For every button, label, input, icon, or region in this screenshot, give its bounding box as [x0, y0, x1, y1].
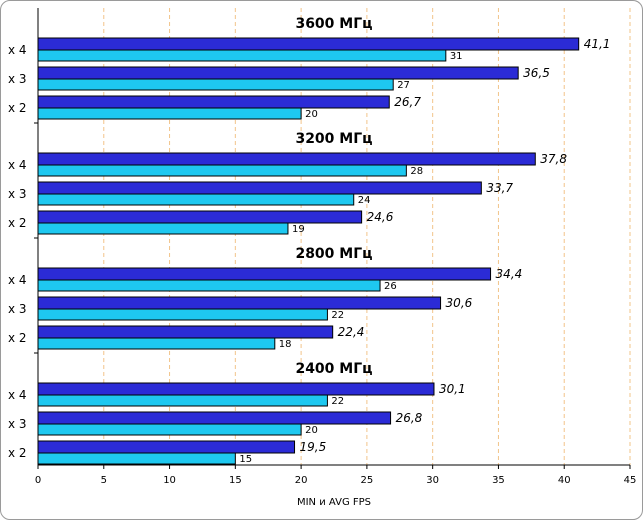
- min-bar: [37, 164, 407, 177]
- category-label: x 3: [8, 72, 27, 86]
- min-bar: [37, 222, 289, 235]
- avg-bar: [37, 382, 435, 396]
- group-title: 2800 МГц: [295, 246, 372, 262]
- avg-value-label: 36,5: [523, 66, 550, 80]
- avg-value-label: 34,4: [496, 267, 523, 281]
- min-value-label: 27: [397, 80, 410, 91]
- min-value-label: 24: [358, 195, 371, 206]
- avg-bar: [37, 95, 390, 109]
- avg-bar: [37, 152, 536, 166]
- avg-value-label: 24,6: [367, 210, 394, 224]
- category-label: x 2: [8, 216, 27, 230]
- category-label: x 3: [8, 187, 27, 201]
- category-label: x 2: [8, 101, 27, 115]
- min-value-label: 18: [279, 339, 292, 350]
- avg-value-label: 19,5: [300, 440, 327, 454]
- x-tick-label: 0: [35, 475, 41, 486]
- x-tick-label: 15: [229, 475, 242, 486]
- x-axis-label: MIN и AVG FPS: [297, 497, 371, 508]
- x-tick-label: 5: [101, 475, 107, 486]
- avg-value-label: 30,1: [439, 382, 466, 396]
- min-value-label: 31: [450, 51, 463, 62]
- avg-bar: [37, 210, 363, 224]
- min-bar: [37, 279, 381, 292]
- group-title: 3600 МГц: [295, 16, 372, 32]
- category-label: x 3: [8, 302, 27, 316]
- x-tick-label: 20: [295, 475, 308, 486]
- category-label: x 4: [8, 388, 27, 402]
- x-tick-label: 30: [426, 475, 439, 486]
- avg-value-label: 22,4: [338, 325, 365, 339]
- min-bar: [37, 308, 328, 321]
- avg-value-label: 26,7: [394, 95, 421, 109]
- min-value-label: 22: [331, 310, 344, 321]
- min-bar: [37, 337, 276, 350]
- x-tick-label: 35: [492, 475, 505, 486]
- avg-bar: [37, 181, 482, 195]
- x-tick-label: 25: [361, 475, 374, 486]
- category-label: x 4: [8, 43, 27, 57]
- min-value-label: 26: [384, 281, 397, 292]
- min-value-label: 28: [410, 166, 423, 177]
- avg-value-label: 33,7: [486, 181, 513, 195]
- avg-bar: [37, 66, 519, 80]
- group-title: 2400 МГц: [295, 361, 372, 377]
- min-bar: [37, 107, 302, 120]
- x-tick-label: 45: [624, 475, 637, 486]
- avg-bar: [37, 267, 492, 281]
- category-label: x 4: [8, 273, 27, 287]
- min-bar: [37, 78, 394, 91]
- min-bar: [37, 452, 236, 465]
- x-tick-label: 40: [558, 475, 571, 486]
- avg-value-label: 37,8: [540, 152, 567, 166]
- category-label: x 2: [8, 331, 27, 345]
- avg-bar: [37, 37, 580, 51]
- min-bar: [37, 49, 447, 62]
- avg-value-label: 30,6: [446, 296, 473, 310]
- x-tick-label: 10: [163, 475, 176, 486]
- category-label: x 4: [8, 158, 27, 172]
- min-bar: [37, 193, 355, 206]
- min-value-label: 20: [305, 425, 318, 436]
- category-label: x 3: [8, 417, 27, 431]
- min-bar: [37, 394, 328, 407]
- min-bar: [37, 423, 302, 436]
- avg-bar: [37, 325, 334, 339]
- avg-bar: [37, 440, 296, 454]
- min-value-label: 19: [292, 224, 305, 235]
- category-label: x 2: [8, 446, 27, 460]
- min-value-label: 22: [331, 396, 344, 407]
- group-title: 3200 МГц: [295, 131, 372, 147]
- avg-bar: [37, 296, 442, 310]
- min-value-label: 20: [305, 109, 318, 120]
- avg-value-label: 26,8: [396, 411, 423, 425]
- avg-value-label: 41,1: [584, 37, 611, 51]
- avg-bar: [37, 411, 392, 425]
- min-value-label: 15: [239, 454, 252, 465]
